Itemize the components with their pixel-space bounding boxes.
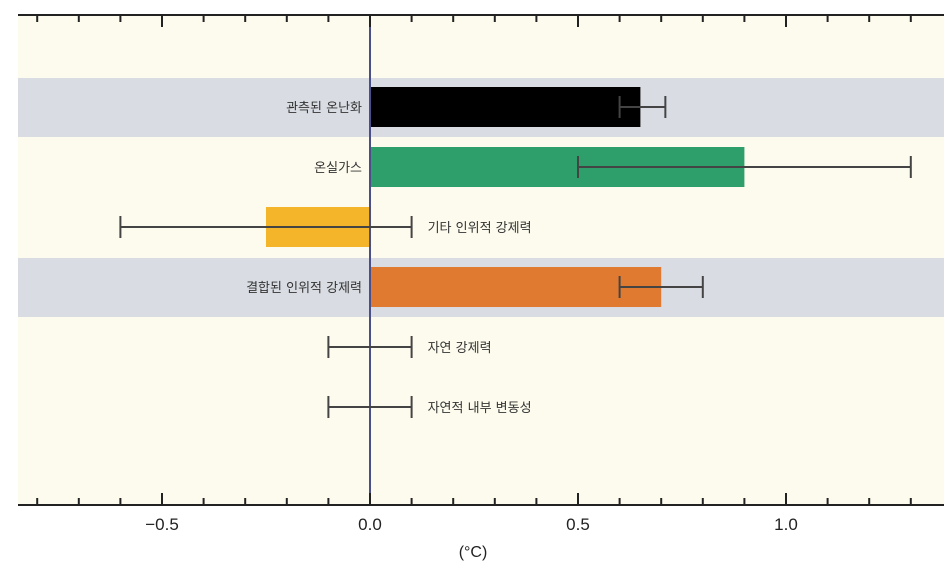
x-tick-label: −0.5 <box>145 515 179 534</box>
bar <box>370 267 662 307</box>
category-label: 기타 인위적 강제력 <box>428 221 532 236</box>
category-label: 관측된 온난화 <box>286 101 362 116</box>
category-label: 온실가스 <box>314 161 362 176</box>
x-tick-label: 1.0 <box>774 515 798 534</box>
x-tick-label: 0.5 <box>566 515 590 534</box>
category-label: 결합된 인위적 강제력 <box>246 281 362 296</box>
error-bars-group <box>119 96 912 418</box>
category-label: 자연적 내부 변동성 <box>428 401 532 416</box>
x-tick-label: 0.0 <box>358 515 382 534</box>
category-label: 자연 강제력 <box>428 341 492 356</box>
ticks-group <box>36 15 912 505</box>
x-axis-label: (°C) <box>459 544 488 561</box>
tick-labels-group: −0.5 0.0 0.5 1.0 <box>145 515 798 534</box>
bar <box>370 87 641 127</box>
